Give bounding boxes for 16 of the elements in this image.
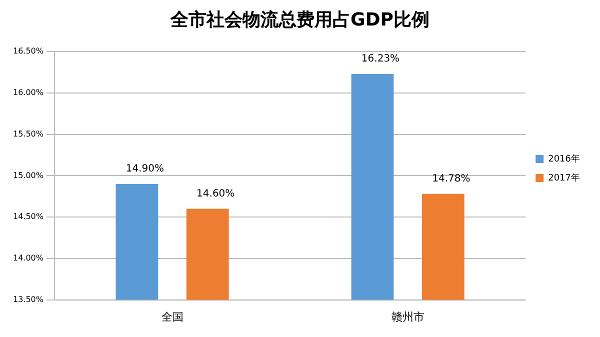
y-tick-label: 15.50% bbox=[12, 129, 44, 138]
legend-label: 2016年 bbox=[548, 153, 580, 164]
data-label: 14.78% bbox=[432, 173, 470, 184]
x-tick-label: 全国 bbox=[161, 310, 184, 324]
y-tick-label: 15.00% bbox=[12, 170, 44, 180]
x-tick-label: 赣州市 bbox=[391, 310, 424, 324]
legend-label: 2017年 bbox=[548, 172, 580, 184]
y-tick-label: 16.00% bbox=[12, 88, 44, 98]
data-label: 14.60% bbox=[196, 188, 235, 200]
y-tick-label: 14.00% bbox=[12, 254, 44, 263]
data-label: 16.23% bbox=[361, 54, 400, 65]
chart-title: 全市社会物流总费用占GDP比例 bbox=[170, 9, 430, 30]
data-label: 14.90% bbox=[126, 164, 164, 175]
y-tick-label: 13.50% bbox=[12, 294, 44, 304]
y-tick-label: 14.50% bbox=[12, 212, 44, 222]
y-tick-label: 16.50% bbox=[12, 46, 44, 56]
